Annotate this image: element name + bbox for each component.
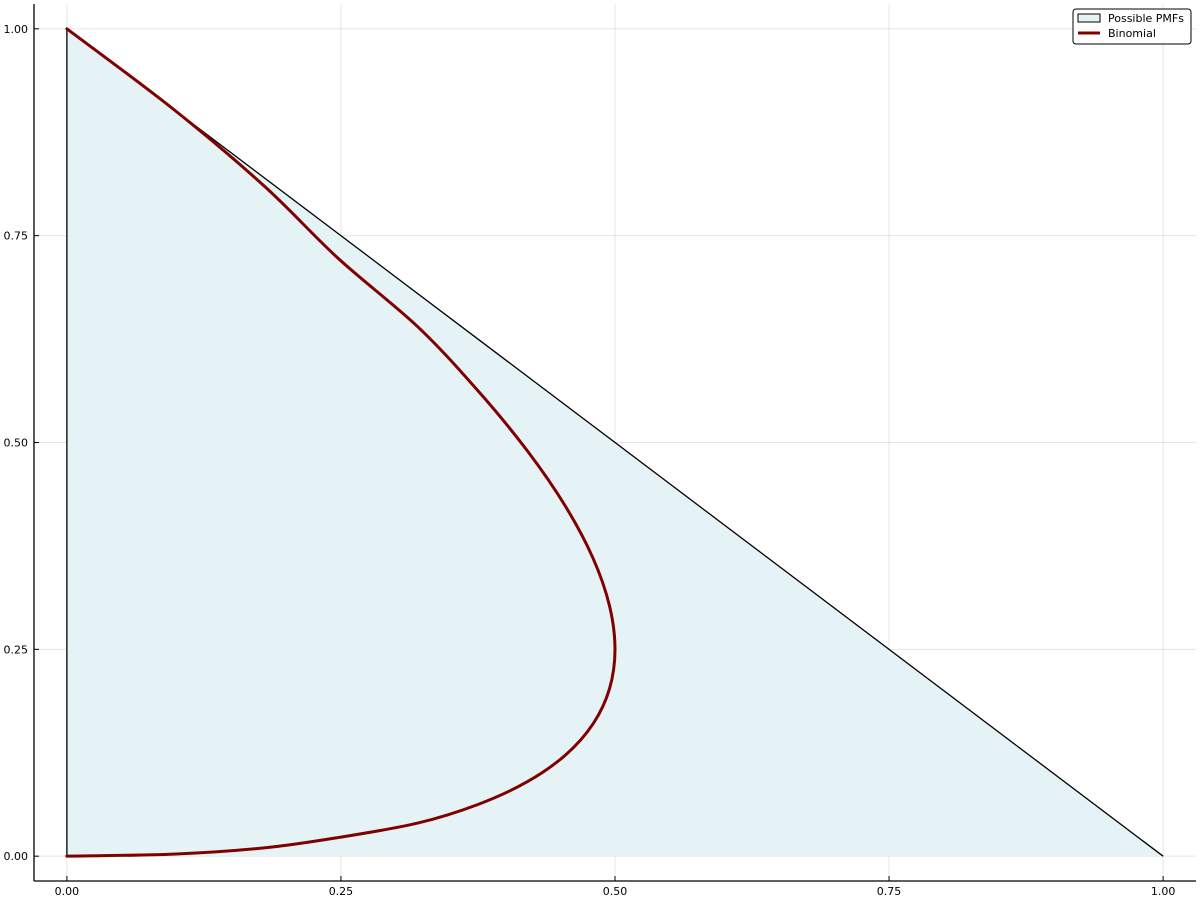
axes <box>33 4 1196 882</box>
x-tick-label-0: 0.00 <box>55 885 80 898</box>
legend[interactable]: Possible PMFs Binomial <box>1072 8 1192 45</box>
y-tick-label-1: 0.25 <box>4 643 29 656</box>
legend-swatch-possible-pmfs <box>1077 13 1101 23</box>
tick-labels: 0.00 0.25 0.50 0.75 1.00 0.00 0.25 0.50 0.75 1.00 <box>4 23 1176 898</box>
y-tick-label-4: 1.00 <box>4 23 29 36</box>
x-tick-label-4: 1.00 <box>1151 885 1176 898</box>
series-layer <box>65 27 1164 858</box>
x-tick-label-1: 0.25 <box>329 885 354 898</box>
x-tick-label-3: 0.75 <box>877 885 902 898</box>
legend-box <box>1072 8 1192 45</box>
y-tick-label-2: 0.50 <box>4 437 29 450</box>
legend-label-binomial: Binomial <box>1108 27 1156 40</box>
y-tick-label-0: 0.00 <box>4 850 29 863</box>
simplex-diagonal-edge <box>66 28 1164 857</box>
legend-label-possible-pmfs: Possible PMFs <box>1108 12 1184 25</box>
binomial-curve <box>65 27 617 858</box>
x-tick-label-2: 0.50 <box>603 885 628 898</box>
y-tick-label-3: 0.75 <box>4 230 29 243</box>
